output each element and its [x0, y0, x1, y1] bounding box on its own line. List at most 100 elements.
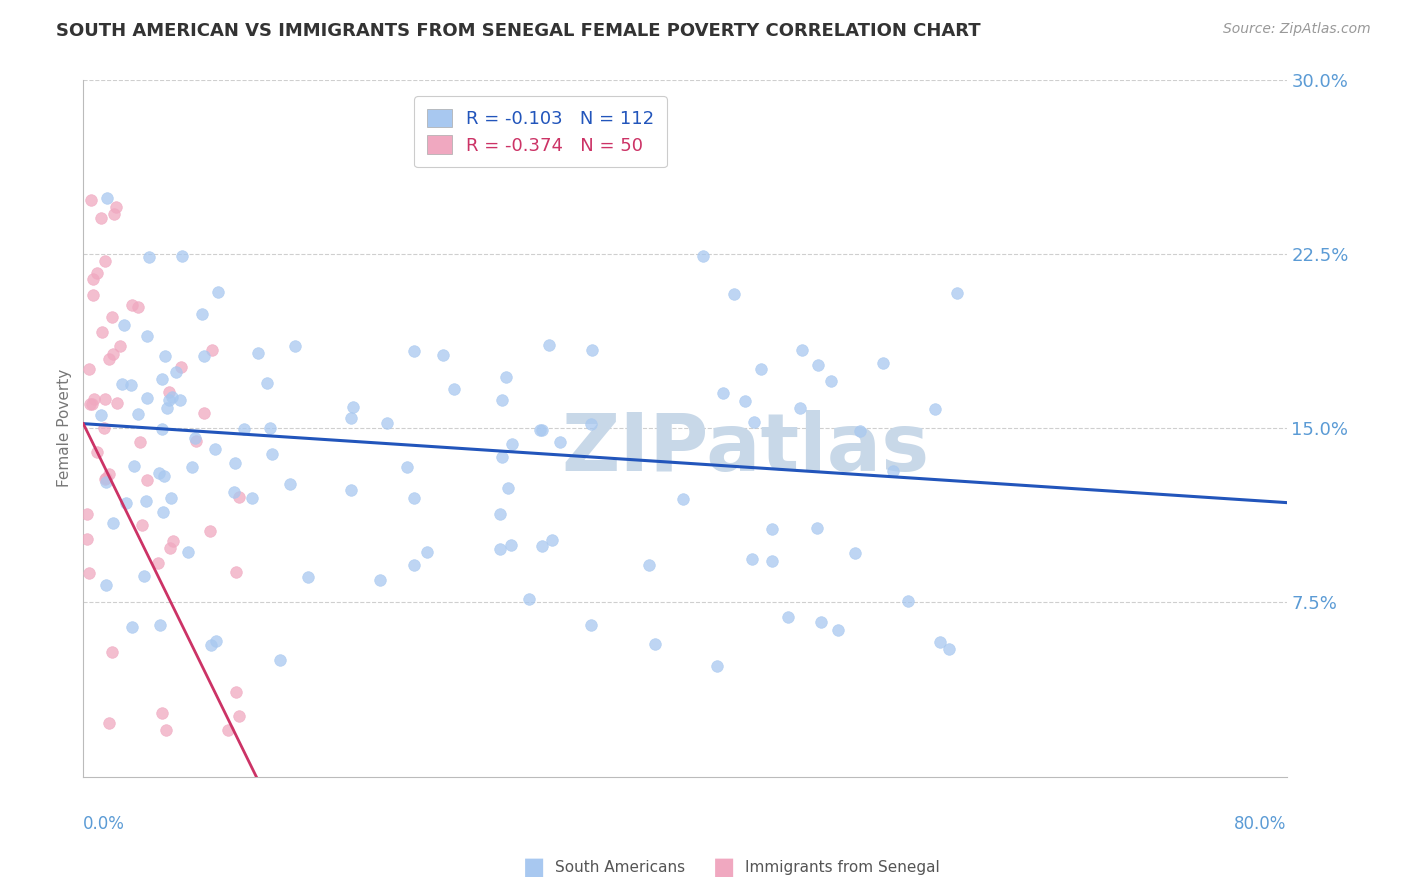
Point	[159, 541, 181, 555]
Point	[156, 401, 179, 416]
Point	[115, 496, 138, 510]
Point	[807, 358, 830, 372]
Point	[101, 347, 124, 361]
Point	[844, 546, 866, 560]
Point	[198, 524, 221, 538]
Point	[104, 200, 127, 214]
Point	[120, 378, 142, 392]
Point	[153, 468, 176, 483]
Point	[402, 491, 425, 506]
Point	[136, 391, 159, 405]
Point	[76, 507, 98, 521]
Point	[225, 565, 247, 579]
Point	[98, 467, 121, 482]
Point	[672, 492, 695, 507]
Point	[228, 709, 250, 723]
Point	[530, 539, 553, 553]
Point	[776, 610, 799, 624]
Point	[101, 310, 124, 324]
Point	[94, 475, 117, 490]
Point	[191, 307, 214, 321]
Point	[810, 615, 832, 629]
Text: South Americans: South Americans	[555, 860, 686, 874]
Point	[579, 617, 602, 632]
Point	[529, 423, 551, 437]
Point	[496, 481, 519, 495]
Point	[501, 437, 523, 451]
Point	[90, 325, 112, 339]
Point	[162, 533, 184, 548]
Point	[342, 400, 364, 414]
Point	[90, 408, 112, 422]
Point	[233, 422, 256, 436]
Point	[131, 518, 153, 533]
Point	[153, 349, 176, 363]
Point	[792, 343, 814, 357]
Point	[489, 507, 512, 521]
Legend: R = -0.103   N = 112, R = -0.374   N = 50: R = -0.103 N = 112, R = -0.374 N = 50	[413, 96, 666, 167]
Point	[395, 459, 418, 474]
Text: 0.0%: 0.0%	[83, 815, 125, 833]
Point	[761, 522, 783, 536]
Point	[284, 338, 307, 352]
Point	[644, 637, 666, 651]
Point	[157, 393, 180, 408]
Point	[103, 207, 125, 221]
Point	[806, 521, 828, 535]
Point	[260, 447, 283, 461]
Point	[789, 401, 811, 415]
Y-axis label: Female Poverty: Female Poverty	[58, 369, 72, 487]
Point	[541, 533, 564, 548]
Point	[749, 361, 772, 376]
Point	[297, 570, 319, 584]
Point	[402, 343, 425, 358]
Point	[200, 638, 222, 652]
Point	[149, 618, 172, 632]
Point	[110, 339, 132, 353]
Point	[165, 365, 187, 379]
Point	[157, 385, 180, 400]
Point	[204, 633, 226, 648]
Point	[83, 392, 105, 406]
Point	[897, 594, 920, 608]
Point	[259, 421, 281, 435]
Point	[193, 349, 215, 363]
Point	[200, 343, 222, 357]
Point	[170, 360, 193, 375]
Point	[86, 445, 108, 459]
Point	[77, 361, 100, 376]
Point	[269, 652, 291, 666]
Point	[550, 435, 572, 450]
Point	[101, 645, 124, 659]
Point	[491, 393, 513, 408]
Point	[98, 351, 121, 366]
Point	[530, 423, 553, 437]
Point	[217, 723, 239, 738]
Point	[98, 716, 121, 731]
Point	[491, 450, 513, 465]
Point	[150, 421, 173, 435]
Point	[90, 211, 112, 226]
Point	[692, 249, 714, 263]
Point	[741, 551, 763, 566]
Point	[80, 194, 103, 208]
Point	[207, 285, 229, 300]
Point	[517, 591, 540, 606]
Point	[242, 491, 264, 505]
Point	[134, 569, 156, 583]
Point	[160, 491, 183, 505]
Point	[184, 434, 207, 448]
Point	[501, 538, 523, 552]
Point	[148, 467, 170, 481]
Point	[112, 318, 135, 332]
Point	[181, 459, 204, 474]
Point	[177, 545, 200, 559]
Point	[121, 620, 143, 634]
Point	[96, 191, 118, 205]
Point	[86, 266, 108, 280]
Point	[402, 558, 425, 573]
Point	[82, 272, 104, 286]
Text: Source: ZipAtlas.com: Source: ZipAtlas.com	[1223, 22, 1371, 37]
Point	[152, 505, 174, 519]
Point	[105, 396, 128, 410]
